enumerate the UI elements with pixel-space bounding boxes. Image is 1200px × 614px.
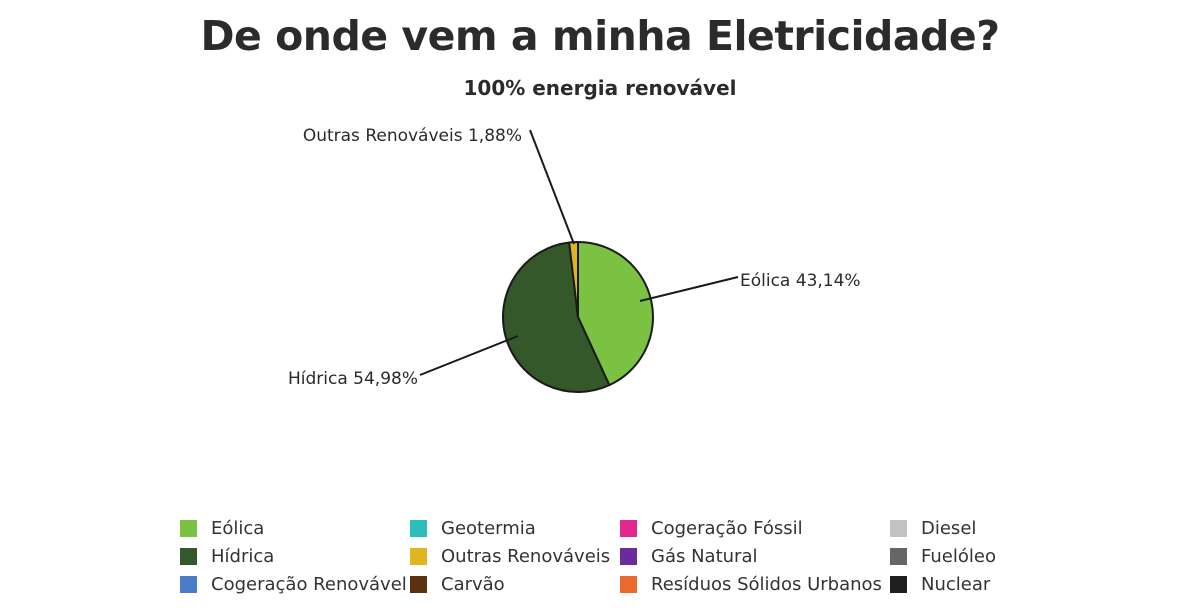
- legend-swatch: [180, 576, 197, 593]
- legend-label: Outras Renováveis: [441, 546, 611, 567]
- legend-swatch: [410, 548, 427, 565]
- legend-item-geotermia: Geotermia: [410, 518, 536, 539]
- legend-swatch: [410, 576, 427, 593]
- legend-swatch: [890, 548, 907, 565]
- legend-label: Cogeração Fóssil: [651, 518, 803, 539]
- legend-item-carvao: Carvão: [410, 574, 505, 595]
- leader-line-hidrica: [419, 335, 519, 376]
- chart-title: De onde vem a minha Eletricidade?: [200, 12, 1000, 60]
- data-label-eolica: Eólica 43,14%: [740, 271, 861, 291]
- pie-slice-eolica: [577, 241, 654, 387]
- legend-item-nuclear: Nuclear: [890, 574, 990, 595]
- legend-label: Geotermia: [441, 518, 536, 539]
- legend-label: Cogeração Renovável: [211, 574, 407, 595]
- data-label-outras-renovaveis: Outras Renováveis 1,88%: [303, 126, 522, 146]
- data-label-hidrica: Hídrica 54,98%: [288, 369, 418, 389]
- leader-line-outras-renovaveis: [529, 129, 575, 245]
- legend-swatch: [180, 548, 197, 565]
- legend-swatch: [890, 576, 907, 593]
- legend-swatch: [410, 520, 427, 537]
- legend-label: Diesel: [921, 518, 977, 539]
- legend-item-residuos-solidos-urbanos: Resíduos Sólidos Urbanos: [620, 574, 882, 595]
- legend-swatch: [890, 520, 907, 537]
- pie-slice-hidrica: [502, 241, 611, 393]
- legend-item-cogeracao-renovavel: Cogeração Renovável: [180, 574, 407, 595]
- legend-item-eolica: Eólica: [180, 518, 264, 539]
- legend-swatch: [620, 548, 637, 565]
- legend-item-outras-renovaveis: Outras Renováveis: [410, 546, 610, 567]
- legend-swatch: [180, 520, 197, 537]
- legend-swatch: [620, 520, 637, 537]
- legend-item-cogeracao-fossil: Cogeração Fóssil: [620, 518, 803, 539]
- legend-label: Gás Natural: [651, 546, 758, 567]
- legend-label: Hídrica: [211, 546, 275, 567]
- legend-item-gas-natural: Gás Natural: [620, 546, 757, 567]
- legend-label: Resíduos Sólidos Urbanos: [651, 574, 882, 595]
- legend-item-hidrica: Hídrica: [180, 546, 274, 567]
- legend-label: Carvão: [441, 574, 505, 595]
- legend-label: Fuelóleo: [921, 546, 996, 567]
- legend-item-diesel: Diesel: [890, 518, 976, 539]
- legend-label: Eólica: [211, 518, 265, 539]
- legend-swatch: [620, 576, 637, 593]
- chart-subtitle: 100% energia renovável: [463, 76, 737, 100]
- leader-line-eolica: [639, 276, 739, 302]
- legend-label: Nuclear: [921, 574, 991, 595]
- legend-item-fueloleo: Fuelóleo: [890, 546, 996, 567]
